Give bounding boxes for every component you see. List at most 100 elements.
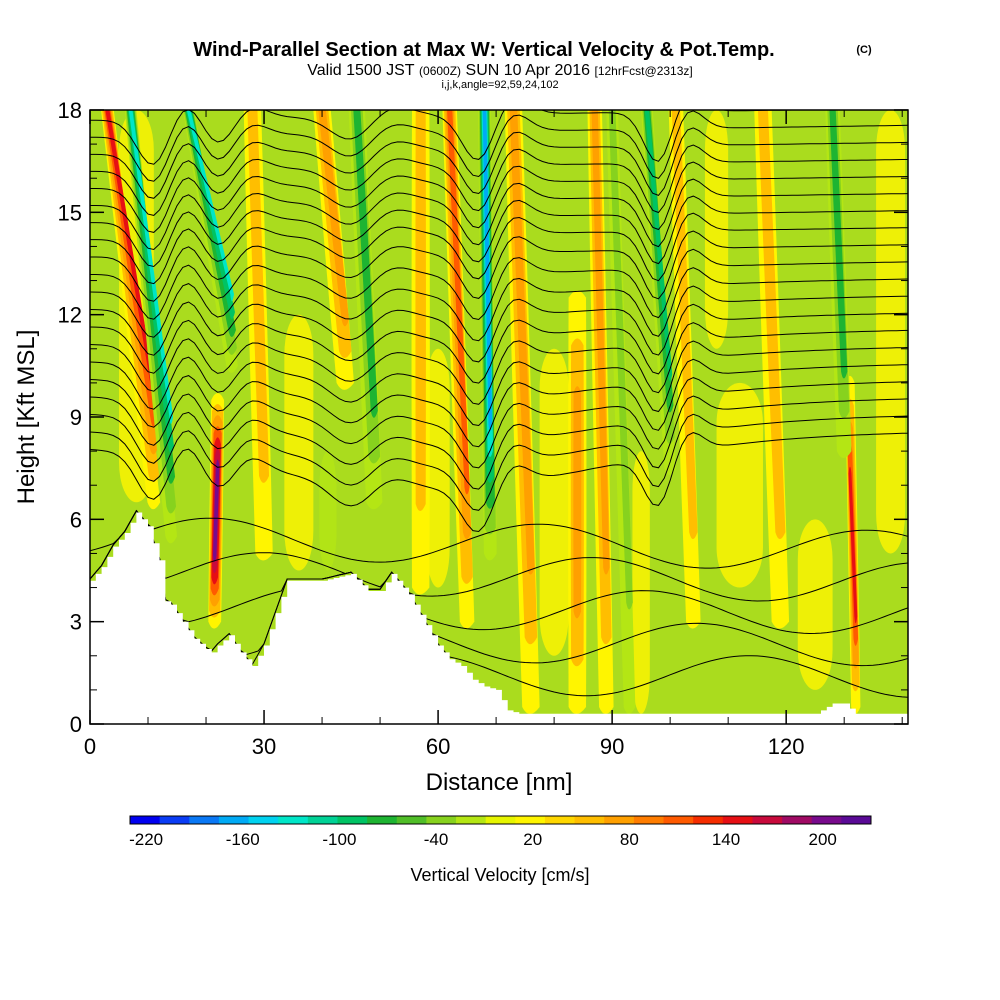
valid-date: SUN 10 Apr 2016: [466, 62, 591, 79]
velocity-background-patch: [632, 451, 650, 714]
theta-contour-line: [90, 358, 908, 448]
colorbar: -220 -160 -100 -40 20 80 140 200: [129, 815, 872, 849]
velocity-band-12: [591, 110, 610, 575]
velocity-band-0: [104, 110, 157, 427]
colorbar-swatch: [218, 816, 250, 824]
colorbar-swatch: [426, 816, 457, 824]
x-tick-label: 0: [84, 734, 96, 759]
colorbar-swatch: [752, 816, 783, 824]
colorbar-swatch: [159, 816, 190, 824]
colorbar-tick-label: -40: [424, 830, 449, 849]
chart-subtitle: Valid 1500 JST (0600Z) SUN 10 Apr 2016 […: [307, 62, 692, 79]
velocity-band-9: [482, 110, 493, 432]
terrain-mask: [90, 512, 908, 724]
y-axis: 0 3 6 9 12 15 18: [58, 98, 908, 737]
colorbar-tick-label: 80: [620, 830, 639, 849]
theta-contour-line: [90, 248, 908, 321]
copyright-mark: (C): [856, 44, 872, 56]
colorbar-tick-label: -100: [322, 830, 356, 849]
theta-contour-line: [90, 432, 908, 533]
theta-contour-line: [90, 509, 908, 569]
colorbar-tick-label: 200: [808, 830, 836, 849]
colorbar-tick-label: -160: [226, 830, 260, 849]
colorbar-swatch: [574, 816, 605, 824]
colorbar-swatch: [130, 816, 161, 824]
theta-contour-line: [90, 285, 908, 363]
y-tick-label: 0: [70, 712, 82, 737]
forecast-tag: [12hrFcst@2313z]: [595, 64, 693, 78]
x-axis: 0 30 60 90 120: [84, 110, 903, 759]
velocity-band-16: [848, 466, 858, 624]
colorbar-swatch: [278, 816, 309, 824]
velocity-band-7: [415, 110, 426, 511]
velocity-band-6: [353, 110, 378, 418]
velocity-band-18: [757, 110, 786, 540]
velocity-band-4: [247, 110, 270, 483]
theta-contours: [90, 110, 908, 698]
colorbar-tick-label: 140: [712, 830, 740, 849]
colorbar-swatch: [604, 816, 635, 824]
x-axis-label: Distance [nm]: [426, 769, 573, 796]
theta-contour-line: [90, 127, 908, 199]
y-tick-label: 9: [70, 405, 82, 430]
velocity-background-patch: [797, 519, 833, 690]
velocity-band-8: [447, 110, 470, 495]
colorbar-swatch: [544, 816, 576, 824]
grid-indices: i,j,k,angle=92,59,24,102: [441, 79, 558, 91]
velocity-band-2: [212, 459, 220, 563]
colorbar-swatch: [485, 816, 516, 824]
velocity-background-patch: [876, 110, 906, 554]
theta-contour-line: [90, 509, 908, 602]
colorbar-swatch: [456, 816, 487, 824]
y-tick-label: 15: [58, 200, 82, 225]
colorbar-swatch: [663, 816, 694, 824]
colorbar-swatch: [515, 816, 546, 824]
theta-contour-line: [90, 322, 908, 405]
colorbar-swatch: [841, 816, 872, 824]
x-tick-label: 60: [426, 734, 450, 759]
colorbar-swatch: [307, 816, 338, 824]
velocity-background-patch: [284, 314, 314, 571]
plot-area: [89, 109, 909, 725]
theta-contour-line: [90, 212, 908, 285]
theta-contour-line: [90, 267, 908, 342]
colorbar-swatch: [248, 816, 279, 824]
colorbar-swatch: [633, 816, 665, 824]
theta-contour-line: [90, 509, 908, 667]
theta-contour-line: [90, 395, 908, 490]
velocity-field: [101, 110, 906, 714]
x-tick-label: 90: [600, 734, 624, 759]
theta-contour-line: [90, 509, 908, 635]
y-tick-label: 3: [70, 610, 82, 635]
colorbar-frame: [129, 815, 872, 825]
colorbar-swatch: [396, 816, 427, 824]
velocity-background-patch: [426, 348, 450, 588]
velocity-background-patch: [704, 110, 729, 349]
y-axis-label: Height [Kft MSL]: [13, 330, 40, 505]
theta-contour-line: [90, 144, 908, 216]
velocity-band-13: [608, 110, 633, 610]
colorbar-swatch: [722, 816, 753, 824]
colorbar-tick-label: -220: [129, 830, 163, 849]
colorbar-swatch: [337, 816, 368, 824]
theta-contour-line: [90, 340, 908, 427]
velocity-background-patch: [539, 348, 569, 656]
velocity-band-14: [644, 110, 673, 382]
velocity-background-patch: [716, 382, 763, 588]
valid-utc: (0600Z): [419, 64, 461, 78]
theta-contour-line: [90, 178, 908, 251]
colorbar-tick-label: 20: [523, 830, 542, 849]
y-tick-label: 12: [58, 303, 82, 328]
theta-contour-line: [90, 303, 908, 384]
theta-contour-line: [90, 413, 908, 511]
velocity-band-0: [105, 110, 156, 400]
colorbar-swatch: [811, 816, 842, 824]
y-tick-label: 6: [70, 507, 82, 532]
theta-contour-line: [90, 230, 908, 302]
colorbar-swatch: [189, 816, 220, 824]
velocity-background-patch: [319, 451, 337, 571]
y-tick-label: 18: [58, 98, 82, 123]
colorbar-swatch: [693, 816, 724, 824]
x-tick-label: 30: [252, 734, 276, 759]
